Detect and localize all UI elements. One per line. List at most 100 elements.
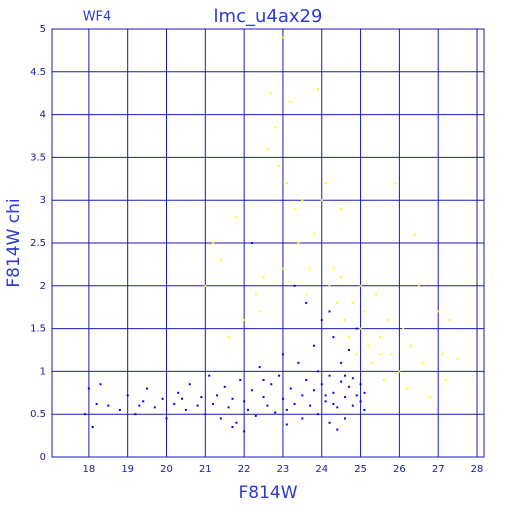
point	[83, 413, 86, 416]
point	[293, 207, 296, 210]
point	[204, 413, 207, 416]
point	[312, 233, 315, 236]
point	[340, 361, 343, 364]
point	[320, 199, 323, 202]
point	[410, 344, 413, 347]
point	[328, 421, 331, 424]
point	[378, 353, 381, 356]
point	[243, 430, 246, 433]
point	[262, 396, 265, 399]
point	[281, 353, 284, 356]
point	[351, 301, 354, 304]
point	[336, 406, 339, 409]
point	[95, 402, 98, 405]
point	[347, 336, 350, 339]
point	[336, 301, 339, 304]
point	[285, 182, 288, 185]
point	[138, 404, 141, 407]
x-tick-label: 18	[83, 464, 96, 475]
point	[421, 361, 424, 364]
point	[142, 400, 145, 403]
point	[196, 404, 199, 407]
point	[359, 383, 362, 386]
point	[444, 378, 447, 381]
point	[340, 380, 343, 383]
y-tick-label: 1	[40, 366, 46, 377]
x-tick-label: 21	[199, 464, 212, 475]
point	[328, 374, 331, 377]
point	[413, 233, 416, 236]
point	[355, 327, 358, 330]
point	[239, 378, 242, 381]
point	[316, 413, 319, 416]
point	[344, 319, 347, 322]
y-tick-label: 0.5	[30, 409, 46, 420]
point	[250, 242, 253, 244]
point	[332, 402, 335, 405]
point	[297, 361, 300, 364]
chart-title: lmc_u4ax29	[214, 6, 323, 27]
point	[219, 259, 222, 262]
point	[215, 394, 218, 397]
point	[153, 406, 156, 409]
point	[363, 310, 366, 313]
point	[293, 284, 296, 287]
point	[243, 319, 246, 322]
y-tick-label: 0	[40, 452, 46, 463]
point	[281, 267, 284, 270]
point	[328, 284, 331, 287]
point	[386, 319, 389, 322]
point	[293, 402, 296, 405]
point	[316, 87, 319, 90]
point	[87, 387, 90, 390]
point	[398, 370, 401, 373]
point	[270, 92, 273, 95]
point	[309, 267, 312, 270]
point	[235, 421, 238, 424]
point	[359, 327, 362, 330]
y-tick-label: 3.5	[30, 152, 46, 163]
point	[281, 397, 284, 400]
point	[340, 276, 343, 279]
point	[324, 400, 327, 403]
point	[437, 310, 440, 313]
point	[231, 426, 234, 429]
point	[332, 391, 335, 394]
point	[254, 293, 257, 296]
point	[181, 397, 184, 400]
point	[347, 385, 350, 388]
point	[301, 417, 304, 420]
point	[309, 404, 312, 407]
y-tick-label: 3	[40, 195, 46, 206]
point	[355, 394, 358, 397]
point	[375, 293, 378, 296]
point	[161, 397, 164, 400]
point	[266, 404, 269, 407]
y-tick-label: 5	[40, 24, 46, 35]
point	[394, 182, 397, 185]
point	[285, 423, 288, 426]
point	[188, 383, 191, 386]
point	[417, 284, 420, 287]
point	[99, 383, 102, 386]
point	[262, 378, 265, 381]
point	[134, 413, 137, 416]
point	[332, 336, 335, 339]
point	[107, 404, 110, 407]
x-tick-label: 20	[160, 464, 173, 475]
point	[254, 414, 257, 417]
y-tick-label: 4.5	[30, 67, 46, 78]
point	[351, 404, 354, 407]
point	[258, 310, 261, 313]
x-tick-label: 24	[315, 464, 328, 475]
point	[305, 293, 308, 296]
point	[328, 310, 331, 313]
y-tick-label: 2.5	[30, 238, 46, 249]
point	[324, 394, 327, 397]
point	[320, 383, 323, 386]
point	[91, 426, 94, 429]
point	[262, 276, 265, 279]
point	[320, 319, 323, 322]
point	[146, 387, 149, 390]
